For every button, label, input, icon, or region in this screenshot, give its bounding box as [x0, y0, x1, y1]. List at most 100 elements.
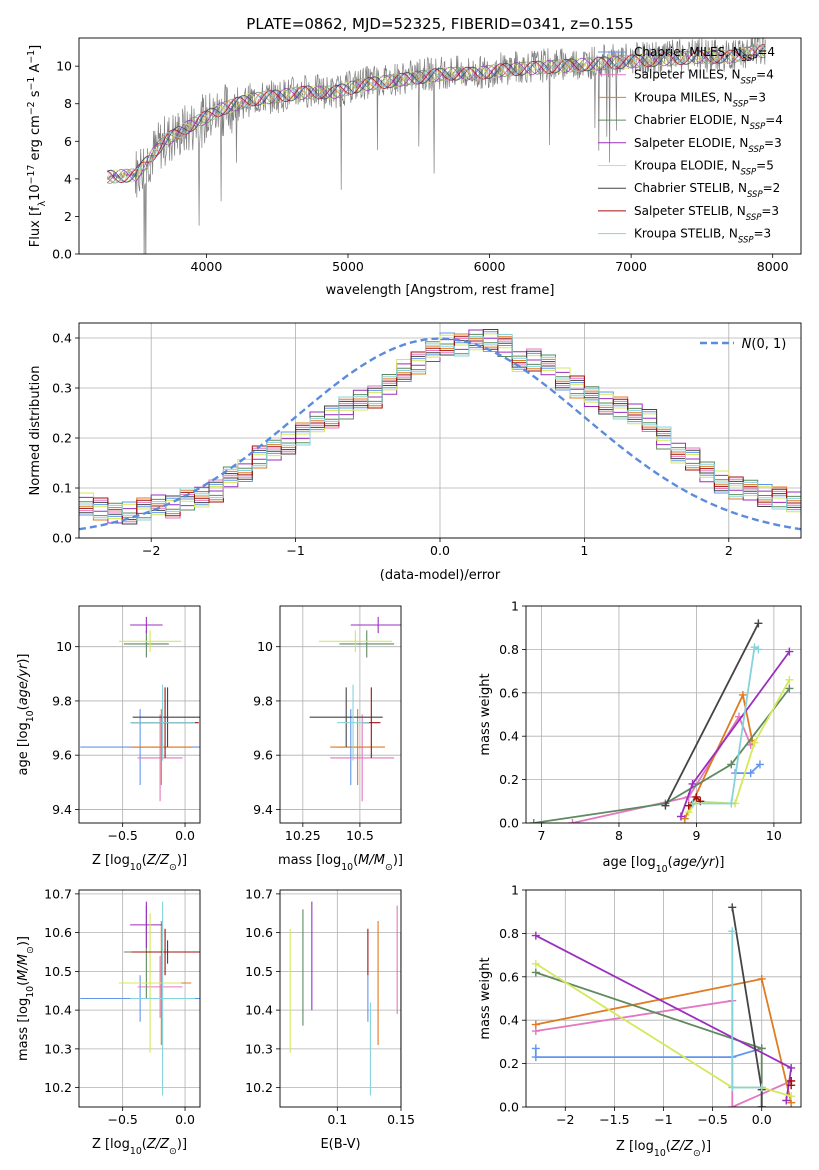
- plot-area: [531, 903, 796, 1107]
- y-tick-label: 10.5: [245, 964, 273, 979]
- y-tick-label: 0.0: [52, 247, 72, 262]
- x-tick-label: 8: [615, 828, 623, 843]
- x-tick-label: 4000: [191, 259, 223, 274]
- x-tick-label: −2: [556, 1112, 574, 1127]
- weight-marker: [785, 647, 794, 656]
- y-axis-label: age [log10(age/yr)]: [16, 653, 36, 775]
- weight-marker: [568, 819, 577, 823]
- weight-marker: [754, 619, 763, 628]
- x-axis-label: age [log10(age/yr)]: [602, 855, 724, 875]
- weight-marker: [738, 690, 747, 699]
- y-tick-label: 0.4: [499, 729, 519, 744]
- y-tick-label: 10.4: [245, 1003, 273, 1018]
- x-axis-label: E(B-V): [320, 1137, 360, 1152]
- weight-marker: [531, 968, 540, 977]
- weight-line: [664, 622, 760, 807]
- y-tick-label: 0.1: [52, 481, 72, 496]
- model-spectrum-line: [107, 44, 766, 184]
- weight-marker: [757, 1103, 766, 1107]
- weight-marker: [755, 760, 764, 769]
- x-tick-label: 10.5: [346, 828, 374, 843]
- x-axis-label: wavelength [Angstrom, rest frame]: [326, 283, 555, 298]
- weight-marker: [785, 684, 794, 693]
- axes-frame: [279, 605, 402, 824]
- y-tick-label: 0.0: [499, 1100, 519, 1115]
- legend-entry: Chabrier ELODIE, NSSP=4: [634, 113, 783, 132]
- panel-mass_vs_Z: −0.5 0.0 10.2 10.3 10.4 10.5 10.6 10.7 Z [log10(…: [16, 886, 201, 1157]
- weight-marker: [531, 1020, 540, 1029]
- weight-marker: [787, 1076, 796, 1085]
- histogram-step: [79, 333, 801, 519]
- y-tick-label: 10.2: [44, 1080, 72, 1095]
- weight-marker: [785, 675, 794, 684]
- plot-area: [80, 616, 200, 802]
- weight-line: [683, 692, 754, 820]
- x-tick-label: 5000: [332, 259, 364, 274]
- weight-marker: [531, 959, 540, 968]
- x-tick-label: 7000: [615, 259, 647, 274]
- x-tick-label: 0.15: [387, 1112, 415, 1127]
- x-axis-label: Z [log10(Z/Z⊙)]: [616, 1139, 711, 1159]
- legend-entry: Kroupa MILES, NSSP=3: [634, 90, 766, 109]
- y-tick-label: 10: [56, 639, 72, 654]
- x-tick-label: 6000: [474, 259, 506, 274]
- weight-marker: [728, 1083, 737, 1092]
- x-tick-label: 1: [580, 543, 588, 558]
- plot-area: [289, 901, 401, 1096]
- figure-title: PLATE=0862, MJD=52325, FIBERID=0341, z=0…: [246, 15, 633, 33]
- y-tick-label: 9.6: [52, 748, 72, 763]
- model-spectrum-line: [106, 47, 766, 183]
- x-tick-label: −1.5: [599, 1112, 629, 1127]
- axes-frame: [525, 605, 802, 824]
- y-axis-label: mass [log10(M/M⊙)]: [16, 936, 36, 1061]
- x-tick-label: 9: [692, 828, 700, 843]
- y-tick-label: 1: [511, 599, 519, 614]
- y-tick-label: 0.6: [499, 685, 519, 700]
- model-spectrum-line: [107, 45, 766, 183]
- weight-line: [535, 971, 763, 1107]
- legend-entry: Kroupa ELODIE, NSSP=5: [634, 159, 774, 178]
- legend-entry: Kroupa STELIB, NSSP=3: [634, 227, 771, 246]
- x-tick-label: −2: [142, 543, 160, 558]
- weight-marker: [661, 801, 670, 810]
- y-tick-label: 10.3: [245, 1041, 273, 1056]
- y-tick-label: 10: [56, 59, 72, 74]
- weight-line: [731, 907, 763, 1107]
- weight-marker: [676, 812, 685, 821]
- x-axis-label: mass [log10(M/M⊙)]: [278, 853, 403, 873]
- weight-marker: [688, 779, 697, 788]
- y-tick-label: 0.3: [52, 381, 72, 396]
- y-tick-label: 0.4: [52, 331, 72, 346]
- x-tick-label: −1: [286, 543, 304, 558]
- weight-marker: [754, 645, 763, 654]
- weight-marker: [750, 738, 759, 747]
- weight-marker: [782, 1096, 791, 1105]
- y-tick-label: 0.0: [499, 816, 519, 831]
- panel-residuals: −2 −1 0.0 1 2 0.0 0.1 0.2 0.3 0.4 (data-model)/err…: [28, 322, 802, 583]
- legend-entry: Salpeter STELIB, NSSP=3: [634, 204, 779, 223]
- x-tick-label: 8000: [757, 259, 789, 274]
- weight-marker: [727, 760, 736, 769]
- y-axis-label: mass weight: [478, 673, 493, 755]
- plot-area: [309, 616, 401, 802]
- x-tick-label: 7: [538, 828, 546, 843]
- histogram-step: [79, 331, 801, 517]
- y-tick-label: 10.3: [44, 1041, 72, 1056]
- y-tick-label: 9.8: [52, 693, 72, 708]
- weight-marker: [787, 1063, 796, 1072]
- x-tick-label: −0.5: [107, 828, 137, 843]
- y-tick-label: 0.8: [499, 642, 519, 657]
- y-tick-label: 0.2: [499, 1056, 519, 1071]
- x-tick-label: 10: [766, 828, 782, 843]
- x-axis-label: Z [log10(Z/Z⊙)]: [92, 1137, 187, 1157]
- x-tick-label: −0.5: [697, 1112, 727, 1127]
- weight-marker: [757, 1044, 766, 1053]
- y-tick-label: 4: [64, 171, 72, 186]
- y-tick-label: 10.6: [44, 925, 72, 940]
- weight-marker: [692, 792, 701, 801]
- axes-frame: [279, 889, 402, 1108]
- axes-frame: [78, 322, 802, 539]
- y-tick-label: 2: [64, 209, 72, 224]
- histogram-step: [79, 337, 801, 523]
